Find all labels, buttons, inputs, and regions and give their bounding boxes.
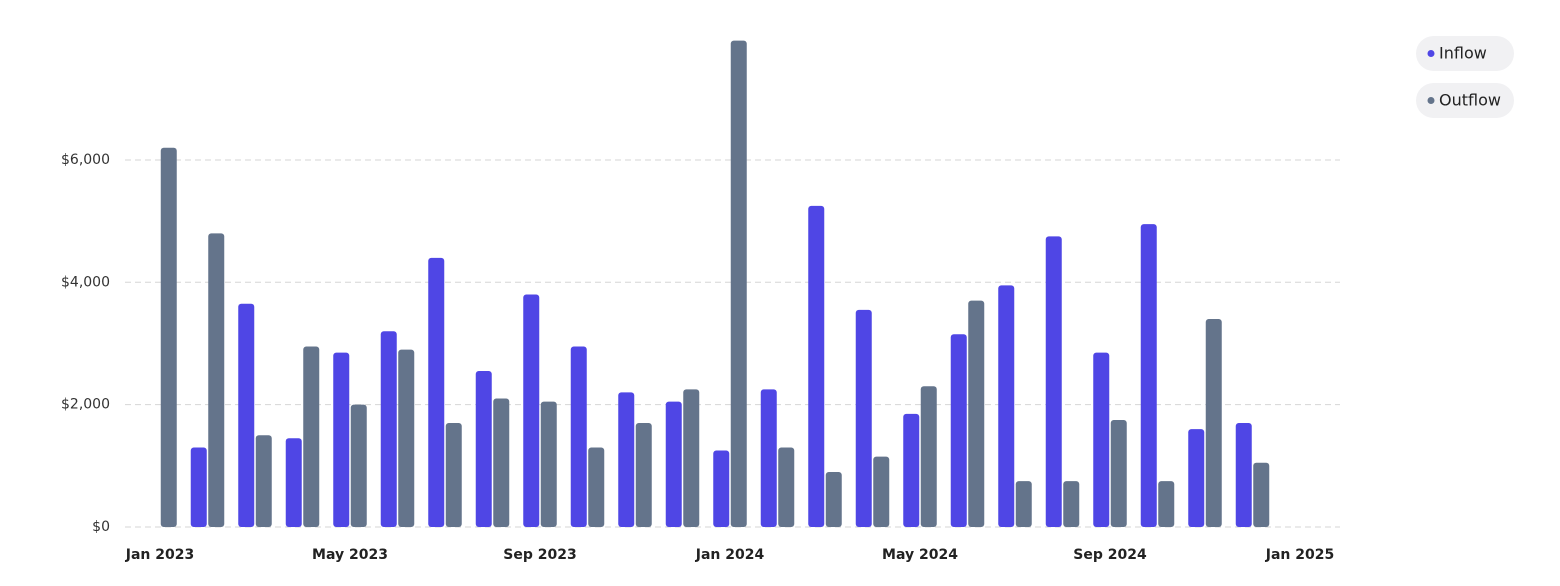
bar xyxy=(1205,319,1222,527)
bar xyxy=(920,386,937,527)
bar xyxy=(380,331,397,527)
bar xyxy=(1140,224,1157,527)
bar xyxy=(683,389,700,527)
bar xyxy=(523,294,540,527)
bar xyxy=(808,205,825,528)
x-tick-label: Sep 2024 xyxy=(1073,547,1147,563)
legend-label: Outflow xyxy=(1439,91,1501,110)
bar xyxy=(778,447,795,527)
x-tick-label: Jan 2024 xyxy=(695,547,765,563)
y-tick-label: $6,000 xyxy=(61,152,110,168)
bar xyxy=(208,233,225,528)
bar xyxy=(825,471,842,527)
bar xyxy=(428,257,445,527)
bar xyxy=(903,413,920,527)
legend-pill xyxy=(1416,36,1514,71)
x-tick-label: May 2023 xyxy=(312,547,388,563)
bar xyxy=(255,435,272,527)
bar xyxy=(873,456,890,527)
bar xyxy=(1093,352,1110,527)
legend-swatch xyxy=(1427,97,1435,104)
bar xyxy=(1253,462,1270,527)
bar xyxy=(445,423,462,527)
x-tick-label: Jan 2025 xyxy=(1265,547,1334,563)
y-tick-label: $4,000 xyxy=(61,274,110,290)
bar xyxy=(285,438,302,527)
bar xyxy=(493,398,510,527)
bar xyxy=(855,309,872,527)
y-tick-label: $0 xyxy=(92,519,110,535)
y-tick-label: $2,000 xyxy=(61,397,110,413)
bar xyxy=(1158,481,1175,527)
bar xyxy=(160,147,177,527)
bar xyxy=(190,447,207,527)
legend-pill xyxy=(1416,83,1514,118)
bar xyxy=(475,371,492,527)
bar xyxy=(713,450,730,527)
legend-label: Inflow xyxy=(1439,44,1487,63)
bar xyxy=(1063,481,1080,527)
bar xyxy=(570,346,587,527)
bar xyxy=(998,285,1015,527)
bar xyxy=(730,40,747,527)
bar xyxy=(1110,419,1127,527)
legend-swatch xyxy=(1427,50,1435,57)
bar xyxy=(1045,236,1062,527)
x-tick-label: May 2024 xyxy=(882,547,958,563)
bar xyxy=(303,346,320,527)
bar xyxy=(238,303,255,527)
x-tick-label: Jan 2023 xyxy=(125,547,194,563)
bar xyxy=(1188,429,1205,527)
legend-item[interactable]: Outflow xyxy=(1416,83,1514,118)
legend-item[interactable]: Inflow xyxy=(1416,36,1514,71)
bar xyxy=(398,349,415,527)
bar xyxy=(760,389,777,527)
bar xyxy=(1015,481,1032,527)
bar xyxy=(350,404,367,527)
bar xyxy=(635,423,652,527)
bar xyxy=(665,401,682,527)
bar xyxy=(1235,423,1252,527)
bar xyxy=(588,447,605,527)
bar xyxy=(950,334,967,527)
x-tick-label: Sep 2023 xyxy=(503,547,576,563)
bar xyxy=(618,392,635,527)
bar xyxy=(968,300,985,527)
bar xyxy=(333,352,350,527)
bar xyxy=(540,401,557,527)
